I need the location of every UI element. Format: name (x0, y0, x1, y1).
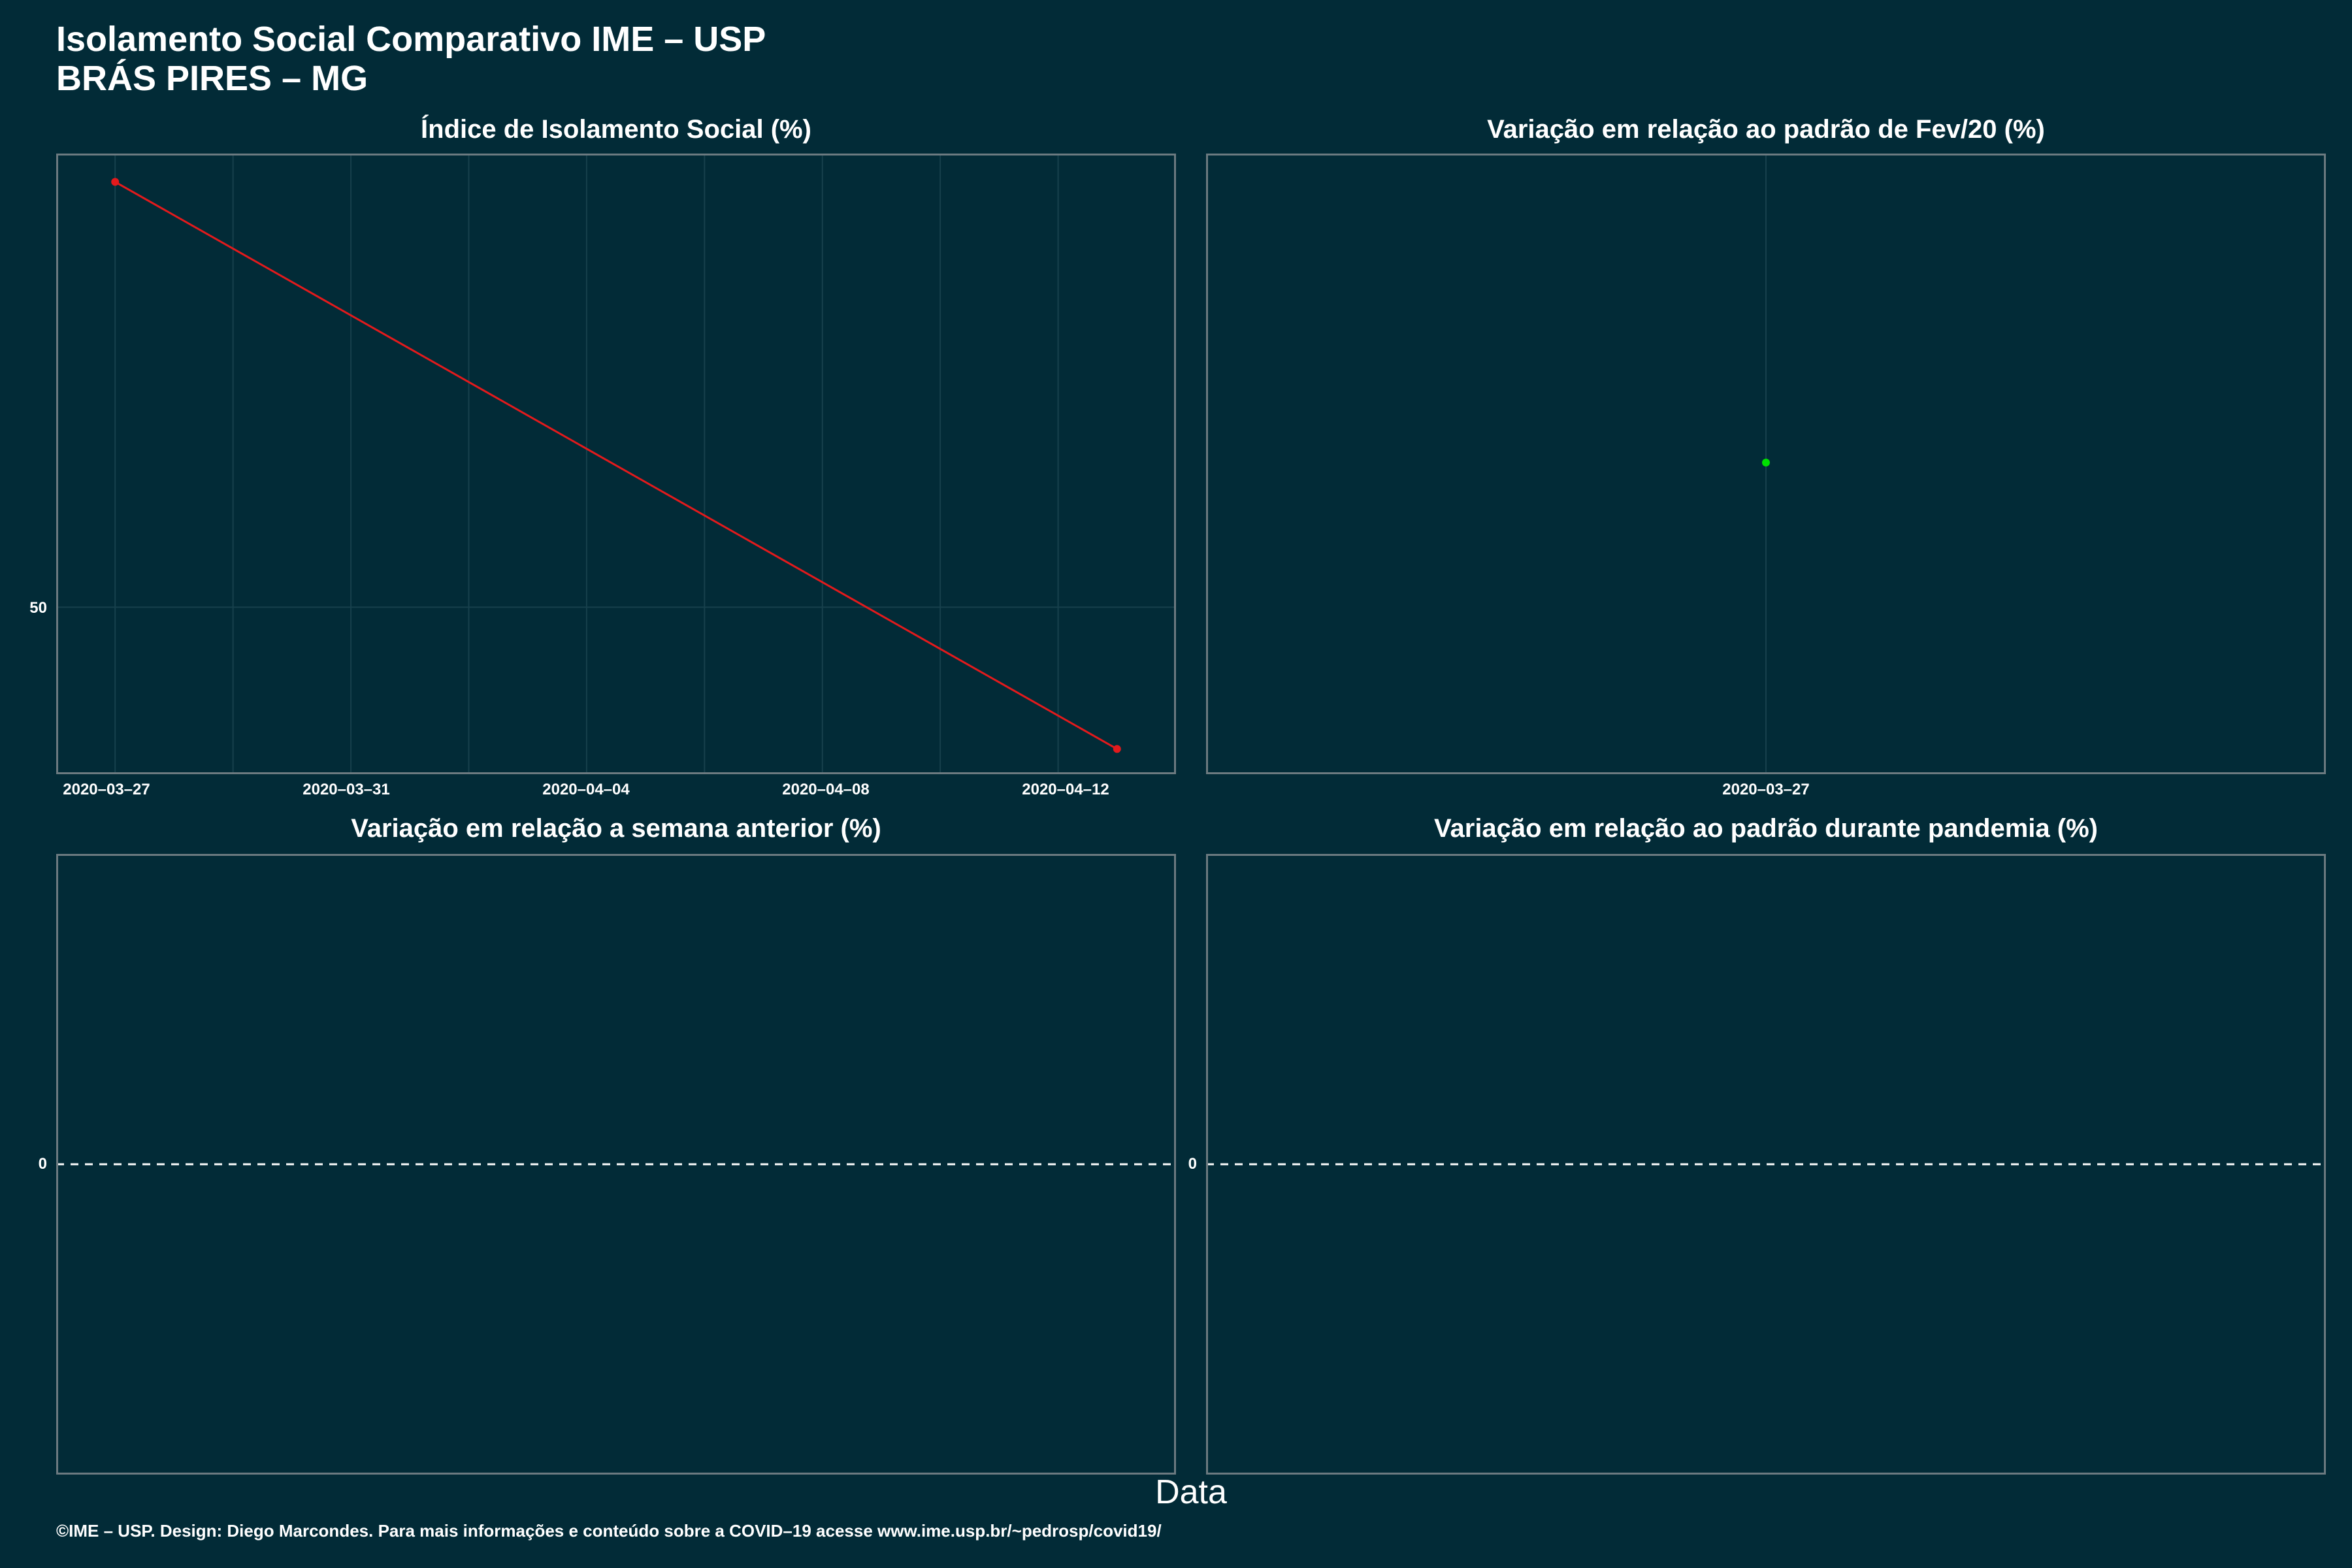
chart-title: Isolamento Social Comparativo IME – USP (56, 20, 766, 59)
ytick-isolation-50: 50 (29, 599, 47, 617)
plot-frame-variation-pandemic (1206, 854, 2326, 1475)
footer-caption: ©IME – USP. Design: Diego Marcondes. Par… (56, 1521, 1162, 1541)
panel-title-variation-pandemic: Variação em relação ao padrão durante pa… (1434, 814, 2098, 843)
xtick-2020-04-04: 2020–04–04 (542, 781, 630, 798)
data-point-isolation (111, 178, 120, 186)
series-line-isolation (114, 181, 1118, 750)
x-axis-label: Data (1155, 1473, 1227, 1511)
data-point-isolation (1113, 745, 1121, 753)
plot-frame-isolation-index (56, 154, 1176, 774)
ytick-pandemic-0: 0 (1188, 1155, 1197, 1173)
plot-frame-variation-week (56, 854, 1176, 1475)
panel-title-variation-week: Variação em relação a semana anterior (%… (351, 814, 881, 843)
panel-variation-feb (1762, 154, 1770, 774)
panel-isolation-index (56, 154, 1176, 774)
xtick-2020-04-08: 2020–04–08 (782, 781, 870, 798)
ytick-week-0: 0 (38, 1155, 47, 1173)
panel-title-variation-feb: Variação em relação ao padrão de Fev/20 … (1487, 115, 2045, 144)
xtick-2020-04-12: 2020–04–12 (1022, 781, 1109, 798)
data-point-variation-feb (1762, 459, 1770, 466)
xtick-feb-2020-03-27: 2020–03–27 (1722, 781, 1810, 798)
chart-subtitle: BRÁS PIRES – MG (56, 59, 368, 98)
panel-title-isolation-index: Índice de Isolamento Social (%) (421, 115, 811, 144)
xtick-2020-03-27: 2020–03–27 (63, 781, 150, 798)
plot-frame-variation-feb (1206, 154, 2326, 774)
xtick-2020-03-31: 2020–03–31 (302, 781, 390, 798)
